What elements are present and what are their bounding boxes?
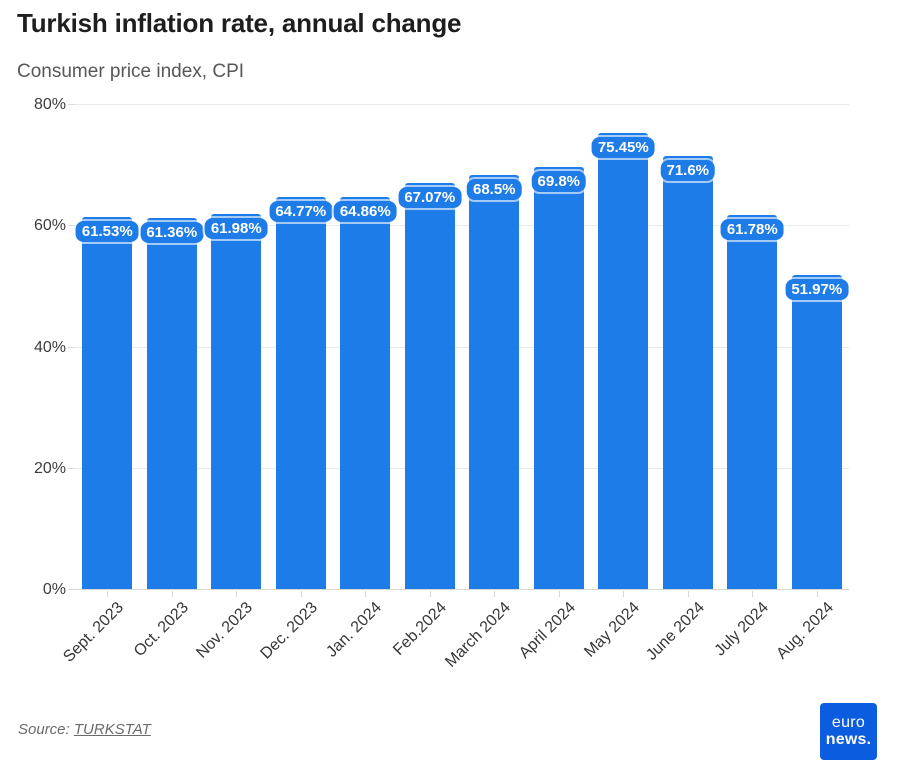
chart-title: Turkish inflation rate, annual change — [17, 8, 462, 38]
bar-Dec. 2023[interactable]: 64.77% — [269, 197, 333, 590]
bar-series: 61.53% 61.36% 61.98% 64.77% 64.86% 67.07% 68.5… — [75, 105, 849, 590]
bar-Nov. 2023[interactable]: 61.98% — [204, 214, 268, 590]
bar-slot: 69.8% — [527, 105, 592, 590]
plot-area: 61.53% 61.36% 61.98% 64.77% 64.86% 67.07% 68.5… — [68, 104, 849, 597]
bar-slot: 64.77% — [269, 105, 334, 590]
bar-Sept. 2023[interactable]: 61.53% — [75, 216, 139, 590]
bar-slot: 61.36% — [140, 105, 205, 590]
bar-slot: 71.6% — [656, 105, 721, 590]
x-axis-tick-label: Dec. 2023 — [257, 599, 321, 663]
x-axis-tick — [816, 591, 818, 597]
x-axis-tick — [623, 591, 625, 597]
source-note: Source: TURKSTAT — [18, 721, 151, 738]
gridline — [75, 467, 849, 469]
bar-slot: 51.97% — [785, 105, 850, 590]
x-axis-tick — [365, 591, 367, 597]
y-axis-tick-label: 60% — [33, 217, 66, 235]
bar-value-label: 71.6% — [660, 159, 716, 181]
bar-value-label: 61.36% — [140, 222, 204, 244]
euronews-logo-line1: euro — [831, 714, 866, 731]
bar-slot: 64.86% — [333, 105, 398, 590]
y-axis-tick — [68, 104, 75, 105]
gridline — [75, 225, 849, 227]
bar-Jan. 2024[interactable]: 64.86% — [333, 196, 397, 590]
bar-June 2024[interactable]: 71.6% — [660, 155, 716, 590]
x-axis-tick — [171, 591, 173, 597]
bar-value-label: 64.86% — [333, 200, 397, 222]
y-axis-tick — [68, 467, 75, 469]
x-axis-tick-label: Sept. 2023 — [60, 599, 128, 666]
bar-April 2024[interactable]: 69.8% — [531, 166, 587, 590]
bar-Oct. 2023[interactable]: 61.36% — [140, 218, 204, 590]
bar-March 2024[interactable]: 68.5% — [466, 174, 522, 590]
bar-slot: 67.07% — [398, 105, 463, 590]
bar-slot: 68.5% — [462, 105, 527, 590]
bar-value-label: 61.78% — [720, 219, 784, 241]
x-axis-tick — [429, 591, 431, 597]
bar-value-label: 69.8% — [531, 170, 587, 192]
x-axis-tick-label: Nov. 2023 — [193, 599, 257, 662]
source-label: Source: — [18, 721, 74, 738]
gridline — [75, 346, 849, 348]
bar-value-label: 67.07% — [398, 187, 462, 209]
x-axis-tick — [558, 591, 560, 597]
x-axis-tick-label: Aug. 2024 — [773, 599, 837, 663]
y-axis-tick-label: 80% — [33, 96, 66, 113]
chart-subtitle: Consumer price index, CPI — [17, 61, 245, 82]
bar-value-label: 51.97% — [785, 278, 849, 300]
x-axis-tick-label: June 2024 — [642, 599, 708, 664]
bar-value-label: 68.5% — [466, 178, 522, 200]
bar-value-label: 64.77% — [269, 201, 333, 223]
x-axis-tick — [107, 591, 109, 597]
bar-slot: 75.45% — [591, 105, 656, 590]
x-axis-tick-label: Jan. 2024 — [323, 599, 386, 661]
x-axis-line — [75, 589, 849, 590]
x-axis-tick-label: March 2024 — [442, 599, 515, 671]
x-axis-tick — [687, 591, 689, 597]
bar-May 2024[interactable]: 75.45% — [591, 132, 655, 590]
x-axis-tick-label: Feb.2024 — [389, 599, 450, 659]
bar-value-label: 75.45% — [591, 136, 655, 158]
x-axis-labels: Sept. 2023 Oct. 2023 Nov. 2023 Dec. 2023 Jan… — [61, 590, 849, 690]
x-axis-tick — [494, 591, 496, 597]
y-axis-tick — [68, 346, 75, 348]
x-axis-tick-label: Oct. 2023 — [130, 599, 192, 661]
x-axis-tick-label: May 2024 — [581, 599, 644, 661]
y-axis-tick — [68, 225, 75, 227]
x-axis-tick — [236, 591, 238, 597]
x-axis-tick-label: April 2024 — [515, 599, 579, 662]
euronews-logo[interactable]: euro news. — [820, 703, 877, 760]
gridline — [75, 104, 849, 105]
x-axis-tick — [300, 591, 302, 597]
bar-Aug. 2024[interactable]: 51.97% — [785, 274, 849, 590]
bar-slot: 61.78% — [720, 105, 785, 590]
y-axis-tick-label: 20% — [33, 459, 66, 477]
bar-value-label: 61.53% — [75, 220, 139, 242]
bar-slot: 61.53% — [75, 105, 140, 590]
y-axis-tick — [68, 589, 75, 590]
x-axis-tick-label: July 2024 — [711, 599, 773, 660]
bar-value-label: 61.98% — [204, 218, 268, 240]
y-axis-tick-label: 40% — [33, 338, 66, 356]
y-axis-tick-label: 0% — [42, 581, 66, 598]
bar-July 2024[interactable]: 61.78% — [720, 215, 784, 590]
x-axis-tick — [752, 591, 754, 597]
source-link[interactable]: TURKSTAT — [73, 721, 151, 738]
bar-Feb.2024[interactable]: 67.07% — [398, 183, 462, 590]
euronews-logo-line2: news. — [825, 731, 872, 748]
bar-slot: 61.98% — [204, 105, 269, 590]
